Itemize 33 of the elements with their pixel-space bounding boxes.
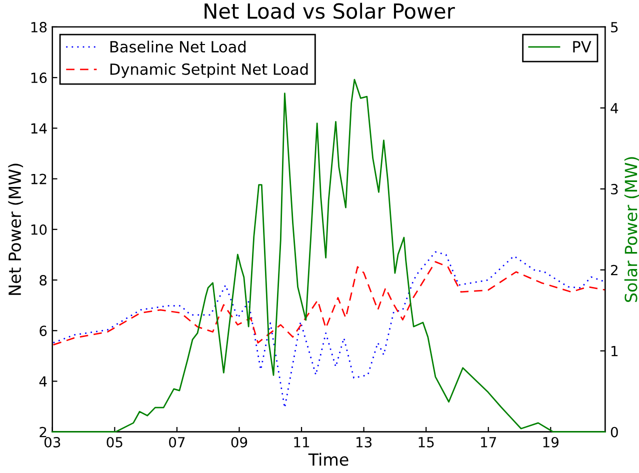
y-tick-label: 8 [40,274,47,286]
x-tick-label: 13 [356,436,372,448]
y2-tick-label: 2 [611,264,618,276]
x-axis-title: Time [308,452,348,466]
y-tick-label: 6 [40,326,47,336]
y2-tick-label: 4 [610,103,618,114]
x-tick-label: 07 [169,436,185,448]
y-tick-label: 16 [31,72,47,84]
y-tick-label: 10 [31,224,47,235]
y-tick-label: 4 [39,376,47,387]
line-series [52,261,606,346]
y2-tick-label: 1 [612,346,618,356]
y-tick-label: 12 [31,174,46,184]
x-tick-label: 09 [231,436,248,448]
x-tick-label: 03 [44,436,60,448]
y2-tick-label: 3 [611,184,618,194]
legend-label: PV [573,41,592,52]
y-tick-label: 18 [31,22,47,32]
y2-tick-label: 5 [611,22,618,32]
line-series [52,251,606,409]
x-tick-label: 19 [543,436,558,448]
x-tick-label: 15 [418,437,434,448]
x-tick-label: 17 [481,437,496,448]
y2-axis-title: Solar Power (MW) [624,157,639,302]
legend-label: Dynamic Setpint Net Load [110,63,308,78]
y-axis-title: Net Power (MW) [8,164,24,295]
x-tick-label: 05 [106,436,122,448]
y-tick-label: 2 [40,426,46,438]
y2-tick-label: 0 [610,426,618,438]
y-tick-label: 14 [31,123,47,134]
legend-label: Baseline Net Load [110,40,246,53]
chart-title: Net Load vs Solar Power [204,2,455,19]
x-tick-label: 11 [294,437,310,448]
